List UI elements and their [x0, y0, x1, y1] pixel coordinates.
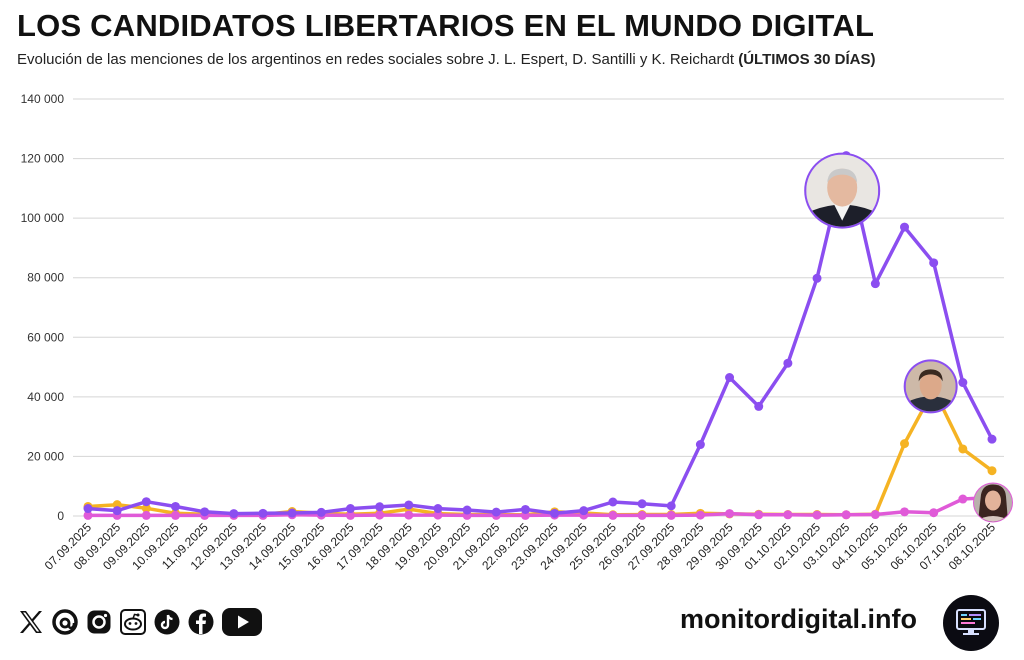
data-point [725, 372, 735, 382]
threads-icon[interactable] [50, 606, 80, 638]
data-point [900, 439, 910, 449]
data-point [345, 510, 355, 520]
data-point [958, 494, 968, 504]
y-tick-label: 0 [57, 509, 64, 523]
data-point [579, 506, 589, 516]
data-point [345, 504, 355, 514]
data-point [433, 510, 443, 520]
data-point [141, 497, 151, 507]
avatar-suit [906, 396, 955, 412]
series-santilli [83, 384, 997, 520]
data-point [900, 222, 910, 232]
data-point [229, 509, 239, 519]
data-point [695, 440, 705, 450]
chart-subtitle: Evolución de las menciones de los argent… [17, 51, 875, 68]
data-point [170, 501, 180, 511]
y-tick-label: 120 000 [21, 152, 65, 166]
chart-title: LOS CANDIDATOS LIBERTARIOS EN EL MUNDO D… [17, 8, 875, 43]
y-tick-label: 60 000 [27, 330, 64, 344]
y-axis: 0 20 000 40 000 60 000 80 000 100 000 120 000 1… [21, 92, 65, 523]
data-point [783, 358, 793, 368]
x-axis: 07.09.202508.09.202509.09.202510.09.2025… [42, 520, 999, 573]
avatar-portrait [905, 361, 956, 412]
data-point [83, 504, 93, 514]
data-point [812, 273, 822, 283]
data-point [200, 507, 210, 517]
instagram-icon[interactable] [84, 606, 114, 638]
data-point [491, 507, 501, 517]
data-point [637, 499, 647, 509]
data-point [404, 510, 414, 520]
data-point [258, 508, 268, 518]
y-tick-label: 20 000 [27, 449, 64, 463]
data-point [929, 508, 939, 518]
avatar-face [827, 168, 858, 207]
youtube-icon[interactable] [220, 606, 264, 638]
data-point [316, 507, 326, 517]
data-point [637, 510, 647, 520]
data-point [754, 401, 764, 411]
y-tick-label: 40 000 [27, 390, 64, 404]
data-point [83, 510, 93, 520]
data-point [812, 510, 822, 520]
subtitle-text: Evolución de las menciones de los argent… [17, 51, 735, 68]
data-point [141, 503, 151, 513]
monitor-logo-icon [943, 595, 999, 651]
site-name[interactable]: monitordigital.info [680, 604, 917, 634]
data-point [608, 497, 618, 507]
series-line [86, 387, 994, 517]
data-point [725, 509, 735, 519]
data-point [404, 500, 414, 510]
data-point [550, 508, 560, 518]
avatar-santilli [903, 359, 958, 414]
data-point [433, 504, 443, 514]
avatar-shirt [834, 204, 851, 221]
data-point [666, 501, 676, 511]
facebook-icon[interactable] [186, 606, 216, 638]
avatar-hair [827, 168, 858, 183]
data-point [112, 506, 122, 516]
data-point [170, 510, 180, 520]
data-point [900, 507, 910, 517]
y-tick-label: 80 000 [27, 271, 64, 285]
data-point [754, 510, 764, 520]
data-point [958, 378, 968, 388]
data-point [870, 279, 880, 289]
data-point [695, 510, 705, 520]
data-point [608, 510, 618, 520]
tiktok-icon[interactable] [152, 606, 182, 638]
y-tick-label: 140 000 [21, 92, 65, 106]
data-point [958, 444, 968, 454]
x-icon[interactable] [16, 606, 46, 638]
data-point [841, 510, 851, 520]
data-point [929, 258, 939, 268]
series-line [86, 495, 994, 518]
avatar-reichardt [973, 482, 1013, 523]
data-point [987, 434, 997, 444]
data-point [783, 510, 793, 520]
avatar-face [985, 490, 1001, 511]
avatar-portrait [974, 483, 1012, 522]
data-point [375, 510, 385, 520]
series-reichardt [83, 493, 997, 520]
line-chart: 0 20 000 40 000 60 000 80 000 100 000 120 000 1… [21, 92, 1013, 573]
reddit-icon[interactable] [118, 606, 148, 638]
avatar-face [919, 371, 942, 400]
avatar-hair [918, 369, 943, 382]
data-point [287, 508, 297, 518]
data-point [520, 504, 530, 514]
data-point [462, 505, 472, 515]
data-point [987, 466, 997, 476]
y-tick-label: 100 000 [21, 211, 65, 225]
data-point [141, 510, 151, 520]
social-icons [16, 606, 264, 638]
data-point [870, 510, 880, 520]
data-point [375, 502, 385, 512]
data-point [666, 510, 676, 520]
avatar-espert [804, 152, 881, 229]
avatars [804, 152, 1013, 523]
subtitle-period: (ÚLTIMOS 30 DÍAS) [738, 51, 876, 68]
avatar-portrait [806, 154, 879, 227]
